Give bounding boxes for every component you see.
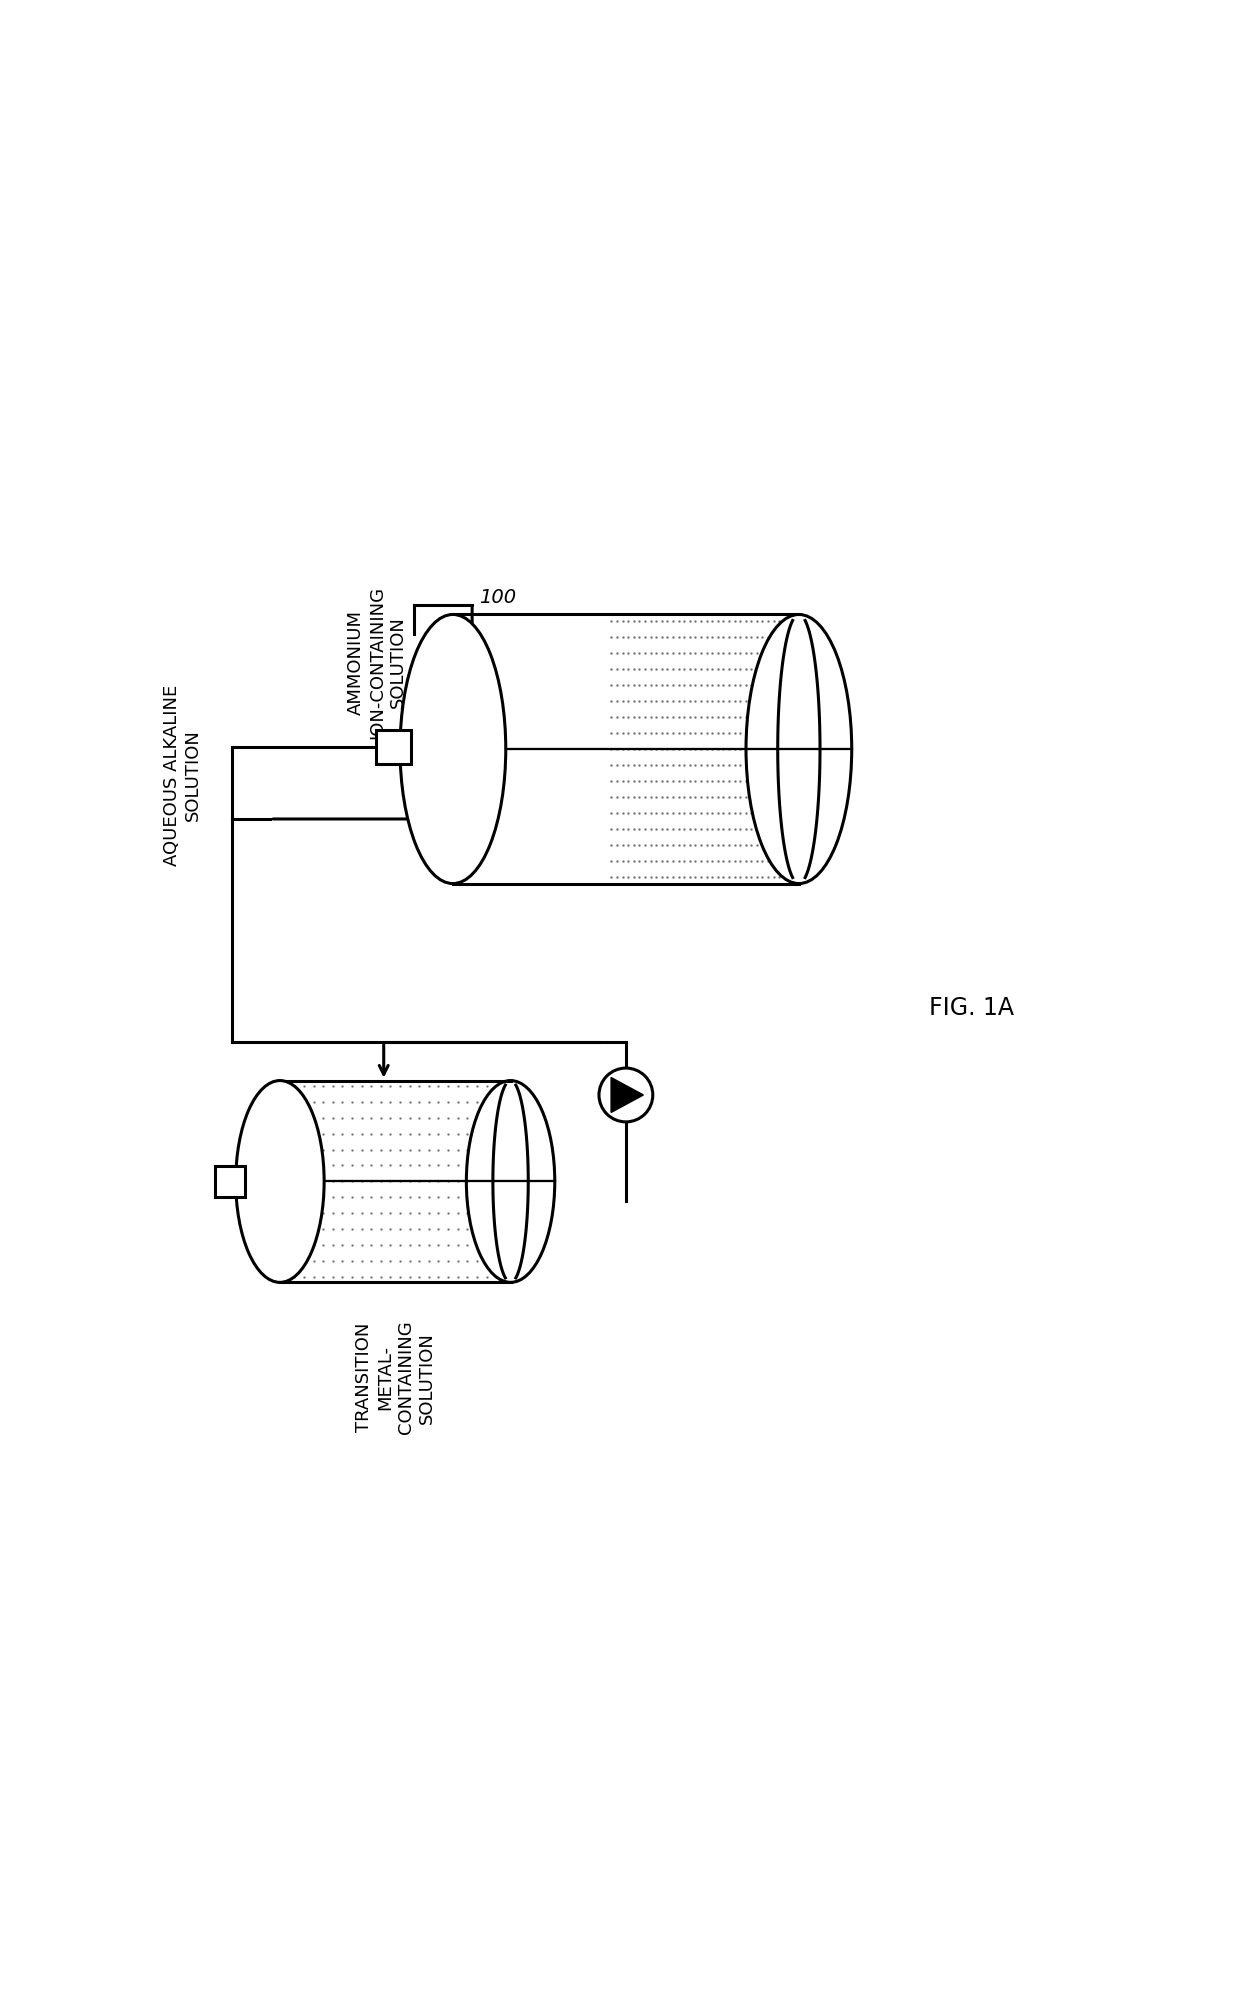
Polygon shape [611,1078,644,1112]
Text: AQUEOUS ALKALINE
SOLUTION: AQUEOUS ALKALINE SOLUTION [162,685,201,867]
Ellipse shape [401,615,506,883]
Text: TRANSITION
METAL-
CONTAINING
SOLUTION: TRANSITION METAL- CONTAINING SOLUTION [355,1320,435,1434]
Ellipse shape [466,1080,554,1282]
Circle shape [599,1068,652,1122]
Bar [453,615,799,883]
Text: FIG. 1A: FIG. 1A [929,997,1014,1020]
Ellipse shape [236,1080,324,1282]
Ellipse shape [746,615,852,883]
Text: AMMONIUM
ION-CONTAINING
SOLUTION: AMMONIUM ION-CONTAINING SOLUTION [347,585,407,739]
Text: 100: 100 [479,587,516,607]
Bar [376,729,410,765]
Bar [215,1166,246,1196]
Bar [280,1080,511,1282]
